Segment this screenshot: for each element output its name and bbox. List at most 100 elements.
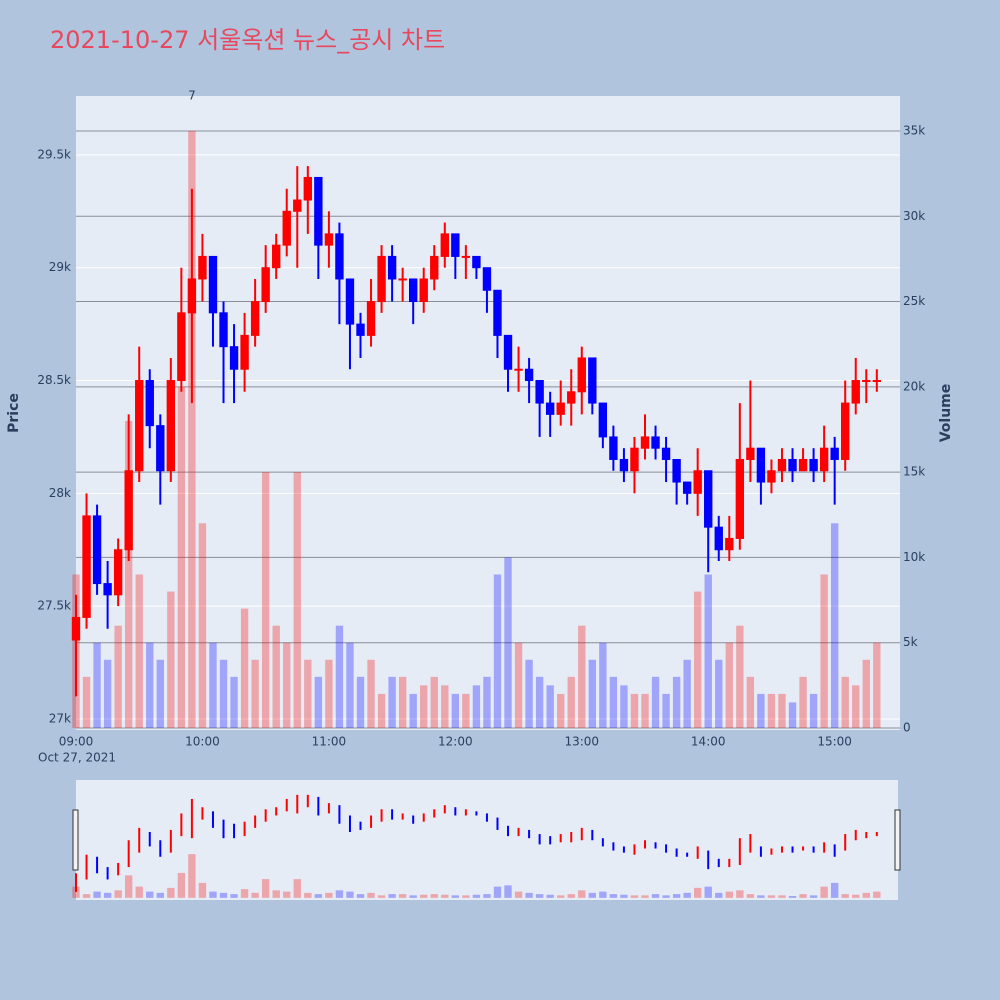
volume-bar xyxy=(283,642,291,729)
candle-body xyxy=(725,537,734,551)
volume-bar xyxy=(567,676,575,729)
slider-volume-bar xyxy=(651,894,660,898)
candle-body xyxy=(524,368,534,382)
volume-bar xyxy=(462,693,470,729)
volume-bar xyxy=(188,130,196,729)
volume-bar xyxy=(651,676,660,729)
candle-body xyxy=(535,380,544,404)
volume-bar xyxy=(135,574,143,729)
volume-bar xyxy=(398,676,407,729)
volume-bar xyxy=(715,659,723,729)
slider-volume-bar xyxy=(146,891,154,898)
slider-volume-bar xyxy=(704,886,712,898)
slider-volume-bar xyxy=(809,895,818,898)
volume-bar xyxy=(852,685,860,729)
slider-volume-bar xyxy=(103,892,112,898)
candle-body xyxy=(619,458,629,472)
volume-bar xyxy=(124,420,133,729)
candle-body xyxy=(82,515,91,618)
volume-bar xyxy=(620,685,628,729)
slider-volume-bar xyxy=(188,854,196,898)
slider-volume-bar xyxy=(746,894,755,898)
volume-bar xyxy=(156,659,164,729)
slider-volume-bar xyxy=(535,894,544,898)
y-tick-label: 28.5k xyxy=(37,373,71,387)
y2-tick-label: 0 xyxy=(903,721,911,735)
volume-bar xyxy=(704,574,712,729)
slider-volume-bar xyxy=(314,894,323,898)
slider-volume-bar xyxy=(493,886,502,898)
y2-tick-label: 35k xyxy=(903,123,925,137)
candle-body xyxy=(103,583,112,596)
volume-bar xyxy=(304,659,312,729)
y-tick-label: 28k xyxy=(49,486,71,500)
candle-body xyxy=(124,470,133,551)
volume-bar xyxy=(557,693,565,729)
slider-volume-bar xyxy=(578,890,586,898)
y-tick-label: 29k xyxy=(49,260,71,274)
volume-bar xyxy=(535,676,544,729)
slider-volume-bar xyxy=(251,892,259,898)
x-tick-label: 15:00 xyxy=(817,735,852,749)
slider-volume-bar xyxy=(82,894,91,898)
candle-body xyxy=(92,515,102,585)
slider-volume-bar xyxy=(662,895,670,898)
slider-volume-bar xyxy=(683,892,691,898)
slider-volume-bar xyxy=(124,875,133,898)
x-tick-label: 13:00 xyxy=(564,735,599,749)
candle-body xyxy=(862,380,871,383)
volume-bar xyxy=(356,676,365,729)
slider-volume-bar xyxy=(209,891,217,898)
volume-bar xyxy=(325,659,333,729)
candle-body xyxy=(156,425,165,472)
volume-bar xyxy=(409,693,417,729)
volume-bar xyxy=(809,693,818,729)
volume-bar xyxy=(177,386,186,729)
volume-bar xyxy=(388,676,396,729)
range-slider[interactable] xyxy=(76,780,898,900)
slider-volume-bar xyxy=(778,895,786,898)
volume-bar xyxy=(272,625,280,729)
slider-volume-bar xyxy=(514,891,523,898)
slider-volume-bar xyxy=(304,892,312,898)
x-tick-label: 10:00 xyxy=(185,735,220,749)
candle-body xyxy=(408,278,418,303)
slider-volume-bar xyxy=(283,891,291,898)
plot-area xyxy=(76,96,900,730)
volume-bar xyxy=(441,685,449,729)
x-tick-label: 14:00 xyxy=(691,735,726,749)
slider-volume-bar xyxy=(272,890,280,898)
volume-bar xyxy=(746,676,755,729)
volume-bar xyxy=(103,659,112,729)
slider-volume-bar xyxy=(788,895,797,898)
volume-bar xyxy=(314,676,323,729)
volume-bar xyxy=(483,676,491,729)
candle-body xyxy=(314,176,323,246)
slider-volume-bar xyxy=(873,891,881,898)
candle-body xyxy=(777,458,787,472)
slider-volume-bar xyxy=(757,895,765,898)
candle-body xyxy=(366,301,376,336)
volume-bar xyxy=(525,659,533,729)
candle-body xyxy=(208,255,218,314)
candle-body xyxy=(419,278,428,303)
volume-bar xyxy=(420,685,428,729)
volume-bar xyxy=(493,574,502,729)
y2-tick-label: 10k xyxy=(903,550,925,564)
slider-volume-bar xyxy=(335,890,344,898)
volume-bar xyxy=(209,642,217,729)
slider-volume-bar xyxy=(525,892,533,898)
volume-bar xyxy=(662,693,670,729)
slider-volume-bar xyxy=(641,895,649,898)
y-tick-label: 27k xyxy=(49,711,71,725)
slider-volume-bar xyxy=(462,895,470,898)
candle-body xyxy=(177,312,186,382)
candle-body xyxy=(145,380,154,427)
slider-handle[interactable] xyxy=(72,809,79,871)
volume-bar xyxy=(514,642,523,729)
volume-bar xyxy=(873,642,881,729)
slider-volume-bar xyxy=(694,887,702,898)
slider-handle[interactable] xyxy=(894,809,901,871)
slider-volume-bar xyxy=(820,886,828,898)
volume-bar xyxy=(862,659,870,729)
